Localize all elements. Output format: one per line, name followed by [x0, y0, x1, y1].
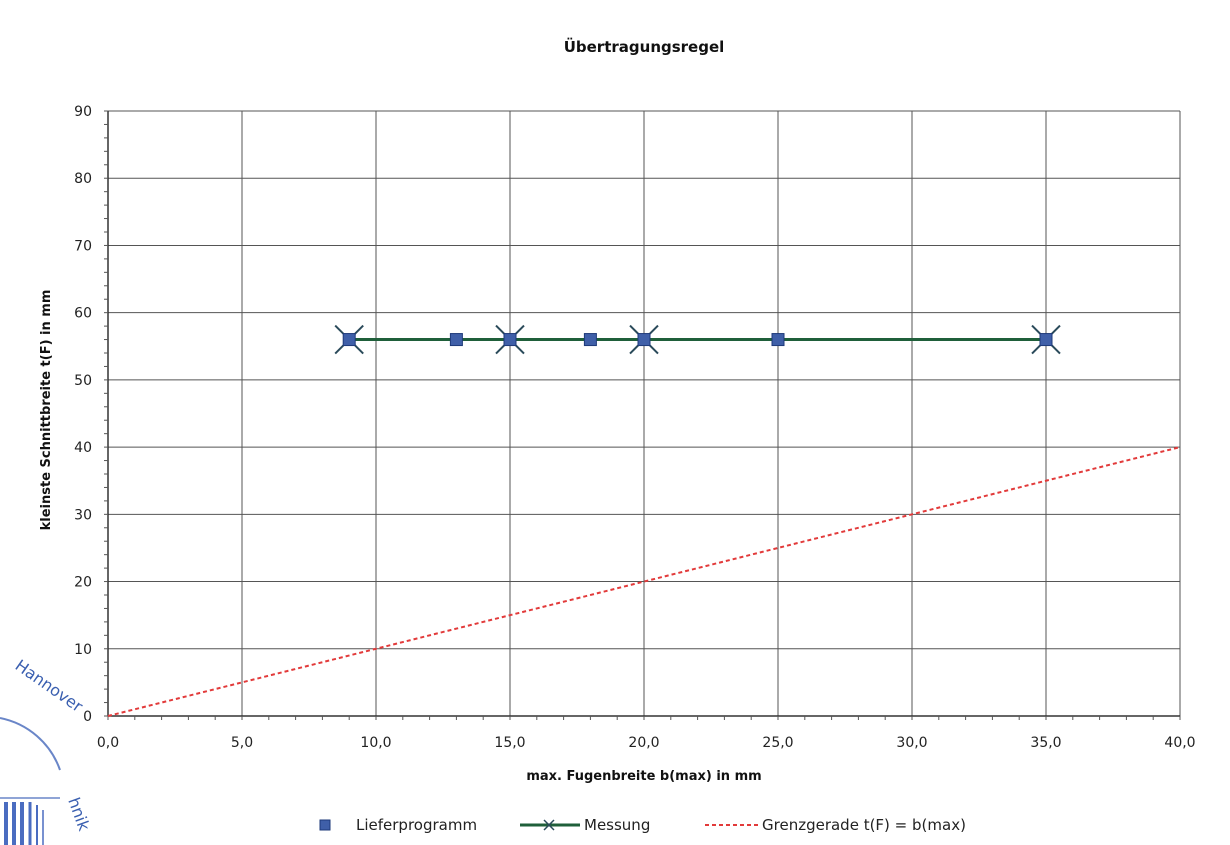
y-tick-label: 10	[74, 642, 92, 658]
stamp-text-top: Hannover	[12, 656, 87, 716]
point-lieferprogramm	[342, 333, 356, 347]
x-tick-label: 10,0	[360, 735, 391, 751]
point-lieferprogramm	[583, 333, 597, 347]
point-lieferprogramm	[637, 333, 651, 347]
chart-title: Übertragungsregel	[564, 37, 725, 56]
point-lieferprogramm	[1039, 333, 1053, 347]
y-tick-label: 90	[74, 104, 92, 120]
y-tick-label: 30	[74, 507, 92, 523]
y-axis-label: kleinste Schnittbreite t(F) in mm	[39, 290, 54, 531]
x-tick-label: 0,0	[97, 735, 119, 751]
x-tick-label: 35,0	[1030, 735, 1061, 751]
y-tick-label: 0	[83, 709, 92, 725]
axes	[104, 110, 1181, 720]
legend-marker-lieferprogramm	[319, 819, 331, 831]
x-tick-label: 20,0	[628, 735, 659, 751]
y-tick-label: 50	[74, 373, 92, 389]
series	[107, 324, 1181, 717]
x-tick-label: 5,0	[231, 735, 253, 751]
legend: Lieferprogramm Messung Grenzgerade t(F) = …	[319, 816, 966, 834]
point-lieferprogramm	[503, 333, 517, 347]
y-tick-label: 70	[74, 238, 92, 254]
y-tick-label: 40	[74, 440, 92, 456]
x-tick-label: 25,0	[762, 735, 793, 751]
x-tick-labels: 0,0 5,0 10,0 15,0 20,0 25,0 30,0 35,0 40,0	[97, 735, 1196, 751]
point-lieferprogramm	[449, 333, 463, 347]
x-tick-label: 40,0	[1164, 735, 1195, 751]
grid	[107, 110, 1181, 717]
y-tick-label: 60	[74, 306, 92, 322]
y-tick-labels: 0 10 20 30 40 50 60 70 80 90	[74, 104, 92, 725]
x-axis-label: max. Fugenbreite b(max) in mm	[526, 769, 761, 784]
legend-label-lieferprogramm: Lieferprogramm	[356, 816, 477, 834]
stamp-hatch	[4, 802, 44, 845]
x-tick-label: 15,0	[494, 735, 525, 751]
legend-label-grenzgerade: Grenzgerade t(F) = b(max)	[762, 816, 966, 834]
x-tick-label: 30,0	[896, 735, 927, 751]
series-line-grenzgerade	[107, 446, 1181, 717]
point-lieferprogramm	[771, 333, 785, 347]
y-tick-label: 20	[74, 575, 92, 591]
stamp-seal: Hannover hnik	[0, 656, 94, 845]
y-tick-label: 80	[74, 171, 92, 187]
stamp-arc	[0, 717, 61, 771]
legend-label-messung: Messung	[584, 816, 650, 834]
stamp-text-side: hnik	[64, 795, 94, 834]
